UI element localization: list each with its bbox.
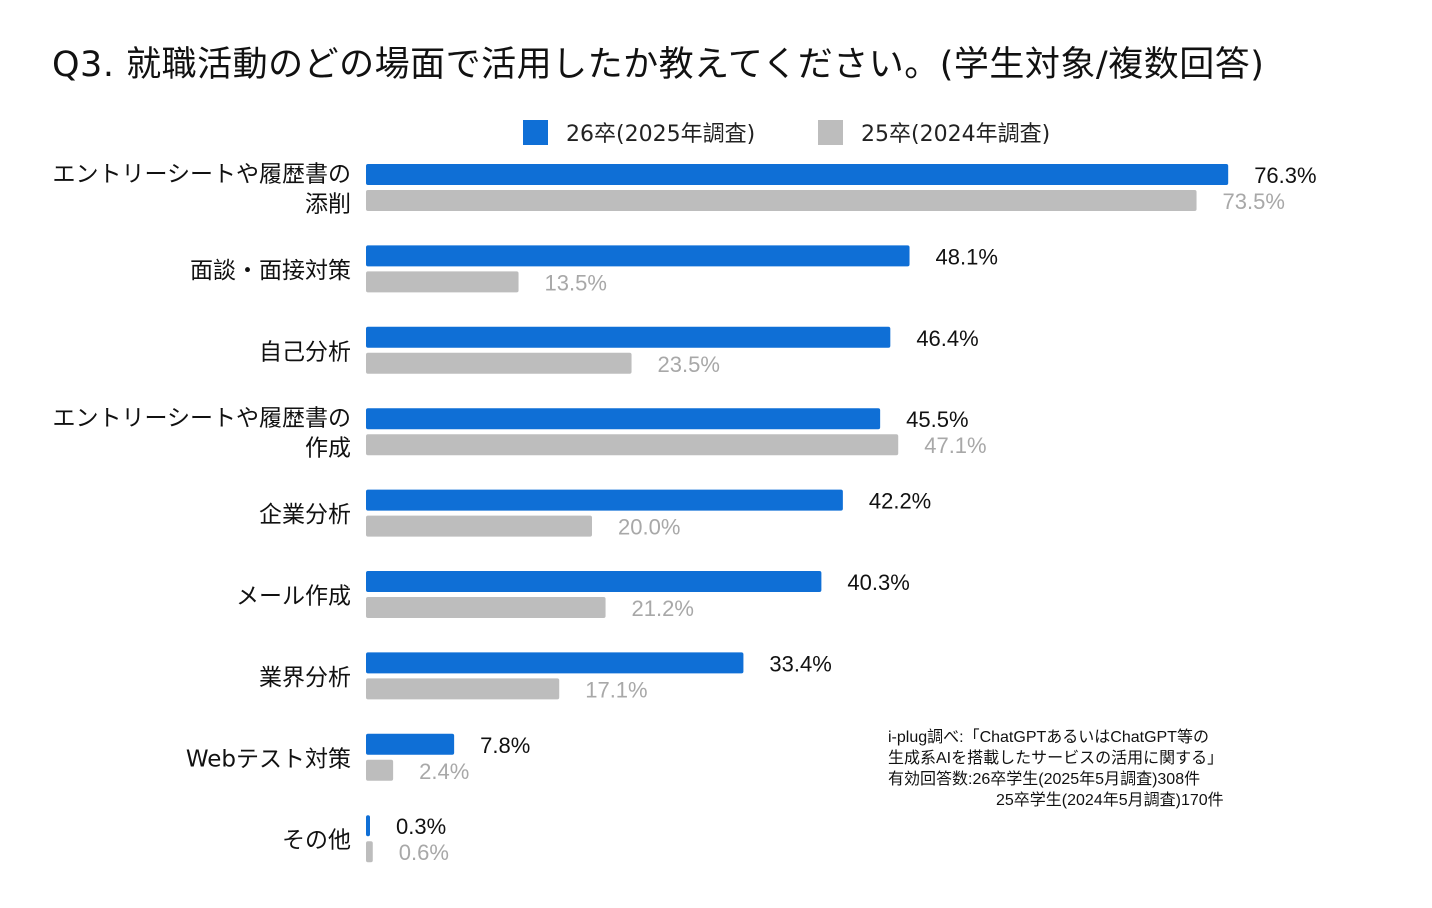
value-label-25-8: 0.6% (399, 840, 449, 865)
category-label-0-1: 添削 (305, 192, 351, 218)
value-label-26-8: 0.3% (396, 814, 446, 839)
source-note-line3: 有効回答数:26卒学生(2025年5月調査)308件 (888, 771, 1201, 788)
category-label-2-0: 自己分析 (259, 339, 351, 365)
value-label-25-7: 2.4% (419, 759, 469, 784)
value-label-26-3: 45.5% (906, 407, 968, 432)
value-label-26-6: 33.4% (769, 651, 831, 676)
category-label-0-0: エントリーシートや履歴書の (52, 162, 351, 188)
legend-label-25: 25卒(2024年調査) (861, 122, 1051, 147)
source-note-line4: 25卒学生(2024年5月調査)170件 (996, 792, 1224, 809)
value-label-25-1: 13.5% (545, 270, 607, 295)
value-label-25-3: 47.1% (924, 433, 986, 458)
source-note-line1: i-plug調べ:「ChatGPTあるいはChatGPT等の (888, 729, 1209, 746)
value-label-26-2: 46.4% (916, 326, 978, 351)
value-label-25-5: 21.2% (632, 596, 694, 621)
bar-26-7 (366, 733, 455, 755)
value-label-26-7: 7.8% (480, 733, 530, 758)
source-note: i-plug調べ:「ChatGPTあるいはChatGPT等の 生成系AIを搭載し… (888, 727, 1224, 811)
category-label-4-0: 企業分析 (259, 502, 351, 528)
bar-26-8 (366, 815, 370, 837)
bar-25-0 (366, 190, 1197, 211)
bar-25-6 (366, 678, 560, 700)
value-label-26-5: 40.3% (847, 570, 909, 595)
legend-swatch-26 (523, 119, 548, 145)
bar-26-2 (366, 326, 891, 348)
category-label-3-0: エントリーシートや履歴書の (52, 406, 351, 432)
value-label-25-0: 73.5% (1223, 189, 1285, 214)
category-label-3-1: 作成 (305, 436, 351, 462)
value-label-26-4: 42.2% (869, 489, 931, 514)
category-label-5-0: メール作成 (236, 584, 351, 610)
legend-item-26: 26卒(2025年調査) (523, 116, 755, 148)
bar-26-5 (366, 571, 822, 592)
value-label-26-0: 76.3% (1254, 163, 1316, 188)
bar-25-2 (366, 352, 632, 374)
bar-26-3 (366, 408, 881, 430)
bar-25-8 (366, 841, 373, 863)
bar-26-4 (366, 489, 843, 511)
value-label-25-6: 17.1% (585, 677, 647, 702)
category-label-7-0: Webテスト対策 (186, 746, 351, 772)
bar-25-3 (366, 434, 899, 456)
legend-swatch-25 (818, 119, 843, 145)
source-note-line2: 生成系AIを搭載したサービスの活用に関する」 (888, 750, 1224, 767)
bar-26-1 (366, 245, 910, 267)
legend-item-25: 25卒(2024年調査) (818, 116, 1050, 148)
value-label-26-1: 48.1% (936, 244, 998, 269)
category-label-1-0: 面談・面接対策 (190, 258, 351, 284)
bar-25-5 (366, 597, 606, 618)
bar-25-7 (366, 759, 394, 781)
bar-26-6 (366, 652, 744, 674)
chart-title: Q3. 就職活動のどの場面で活用したか教えてください。(学生対象/複数回答) (52, 45, 1265, 85)
legend-label-26: 26卒(2025年調査) (566, 122, 756, 147)
value-label-25-4: 20.0% (618, 515, 680, 540)
category-label-8-0: その他 (282, 828, 351, 854)
bar-25-4 (366, 515, 592, 537)
bar-25-1 (366, 271, 519, 293)
category-label-6-0: 業界分析 (259, 665, 351, 691)
value-label-25-2: 23.5% (658, 352, 720, 377)
bar-26-0 (366, 164, 1229, 185)
